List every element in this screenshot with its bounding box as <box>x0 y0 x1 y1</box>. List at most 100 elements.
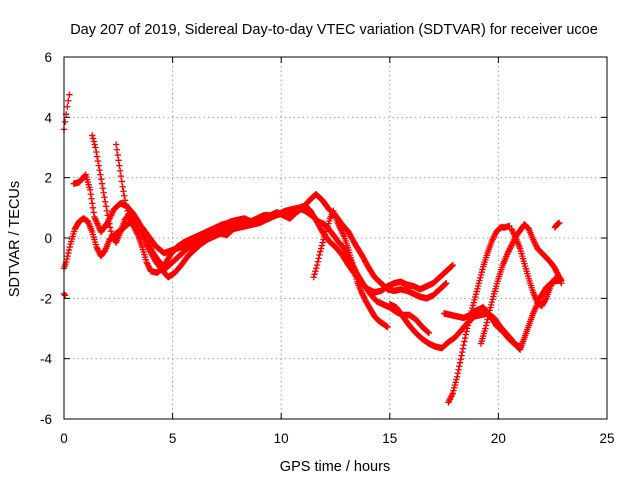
data-point <box>106 224 114 231</box>
data-point <box>453 373 461 380</box>
data-point <box>118 178 126 185</box>
x-tick-label: 20 <box>491 431 506 446</box>
x-tick-label: 10 <box>274 431 289 446</box>
y-tick-label: 6 <box>44 50 52 65</box>
data-point <box>462 331 470 338</box>
data-point <box>318 242 326 249</box>
data-point <box>95 162 102 169</box>
y-tick-label: 4 <box>44 110 52 125</box>
series-arc-10 <box>508 225 565 310</box>
data-point <box>443 280 450 287</box>
data-point <box>102 198 109 205</box>
data-point <box>101 194 108 201</box>
data-point <box>319 239 326 246</box>
data-point <box>125 210 132 218</box>
data-point <box>65 246 73 254</box>
data-point <box>425 329 433 337</box>
data-point <box>238 216 246 224</box>
data-point <box>106 220 113 227</box>
data-point <box>485 310 493 317</box>
data-point <box>463 328 470 335</box>
data-point <box>516 343 524 350</box>
data-point <box>92 144 99 151</box>
data-point <box>65 249 72 257</box>
data-point <box>104 212 111 219</box>
series-arc-13 <box>551 219 563 231</box>
data-point <box>89 135 97 142</box>
data-point <box>461 338 468 345</box>
series-arc-11 <box>60 91 73 133</box>
data-point <box>442 280 449 288</box>
data-point <box>112 141 120 148</box>
data-point <box>117 167 124 175</box>
data-point <box>88 195 95 202</box>
series-arc-8 <box>440 304 524 350</box>
data-point <box>66 243 73 251</box>
data-point <box>93 148 100 156</box>
data-point <box>457 355 464 363</box>
data-point <box>311 271 318 278</box>
data-point <box>89 204 97 212</box>
data-point <box>97 171 104 178</box>
data-point <box>94 157 102 165</box>
data-point <box>542 296 549 303</box>
data-point <box>314 258 322 265</box>
data-point <box>465 319 472 326</box>
data-point <box>90 209 97 216</box>
data-point <box>113 146 121 153</box>
data-point <box>121 197 129 204</box>
data-point <box>482 325 489 332</box>
data-point <box>121 192 128 199</box>
data-point <box>103 207 111 215</box>
data-point <box>102 203 110 210</box>
x-tick-label: 25 <box>599 431 614 446</box>
data-point <box>458 352 465 359</box>
data-point <box>313 264 320 272</box>
data-point <box>86 186 94 193</box>
data-point <box>124 207 131 215</box>
data-point <box>105 216 112 224</box>
data-point <box>93 153 101 160</box>
data-point <box>313 261 321 269</box>
data-point <box>117 172 125 180</box>
data-point <box>61 292 69 299</box>
data-point <box>441 281 449 288</box>
data-point <box>91 141 98 148</box>
y-tick-label: -6 <box>40 412 52 427</box>
x-tick-label: 15 <box>382 431 397 446</box>
data-point <box>89 132 96 139</box>
data-point <box>87 191 94 198</box>
data-point <box>96 166 103 174</box>
series-arc-4 <box>112 141 246 276</box>
data-point <box>454 370 462 377</box>
data-point <box>482 322 490 329</box>
data-point <box>90 138 98 145</box>
data-point <box>317 248 324 255</box>
data-point <box>107 228 115 235</box>
data-point <box>424 328 431 335</box>
axis-ticks: 0 5 10 15 20 25 -6 -4 -2 0 2 4 6 <box>40 50 615 446</box>
x-tick-label: 5 <box>169 431 177 446</box>
data-point <box>310 274 317 281</box>
data-point <box>483 319 491 326</box>
series-arc-12 <box>60 290 69 299</box>
data-point <box>98 180 106 187</box>
data-point <box>557 276 564 283</box>
data-point <box>485 313 492 320</box>
series-arc-3 <box>89 132 433 337</box>
data-point <box>556 219 563 227</box>
data-point <box>456 359 464 366</box>
data-point <box>61 118 69 126</box>
data-point <box>464 322 472 329</box>
data-point <box>449 261 456 269</box>
y-tick-label: -2 <box>40 291 52 306</box>
data-point <box>114 151 121 159</box>
data-point <box>448 263 455 270</box>
data-point <box>65 97 72 104</box>
data-point <box>558 277 565 284</box>
data-point <box>448 262 456 270</box>
data-point <box>120 188 127 195</box>
data-point <box>317 245 325 252</box>
data-point <box>460 341 467 349</box>
data-point <box>484 316 491 323</box>
